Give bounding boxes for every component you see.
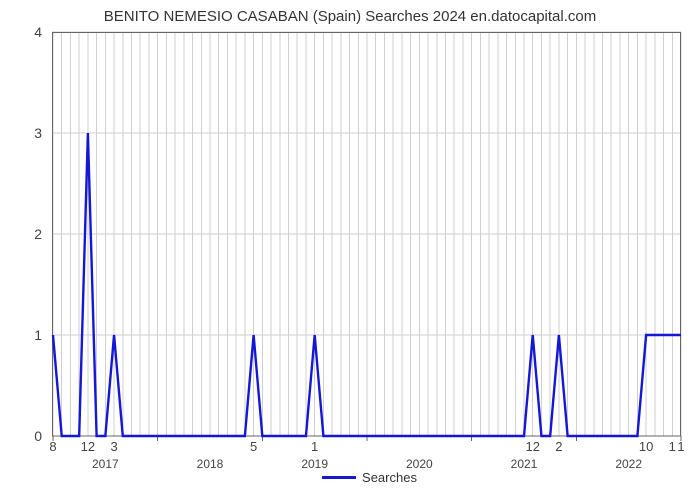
chart-title: BENITO NEMESIO CASABAN (Spain) Searches … — [0, 8, 700, 25]
y-tick-label: 1 — [34, 327, 42, 343]
y-tick-label: 0 — [34, 428, 42, 444]
x-year-label: 2019 — [301, 457, 328, 471]
x-year-label: 2020 — [406, 457, 433, 471]
y-tick-label: 2 — [34, 226, 42, 242]
x-year-label: 2017 — [92, 457, 119, 471]
x-point-label: 1 — [677, 439, 684, 454]
x-year-label: 2021 — [511, 457, 538, 471]
x-year-label: 2022 — [615, 457, 642, 471]
x-year-label: 2018 — [197, 457, 224, 471]
legend: Searches — [322, 470, 417, 485]
x-point-label: 1 — [669, 439, 676, 454]
y-tick-label: 3 — [34, 125, 42, 141]
x-point-label: 10 — [639, 439, 653, 454]
x-point-label: 8 — [49, 439, 56, 454]
chart-svg: 0123420172018201920202021202281235112210… — [52, 32, 682, 486]
x-point-label: 12 — [81, 439, 95, 454]
x-point-label: 1 — [311, 439, 318, 454]
x-point-label: 5 — [250, 439, 257, 454]
y-tick-label: 4 — [34, 24, 42, 40]
legend-swatch — [322, 476, 356, 479]
legend-label: Searches — [362, 470, 417, 485]
chart-plot-area: 0123420172018201920202021202281235112210… — [52, 32, 680, 486]
x-point-label: 12 — [525, 439, 539, 454]
x-point-label: 3 — [110, 439, 117, 454]
x-point-label: 2 — [555, 439, 562, 454]
